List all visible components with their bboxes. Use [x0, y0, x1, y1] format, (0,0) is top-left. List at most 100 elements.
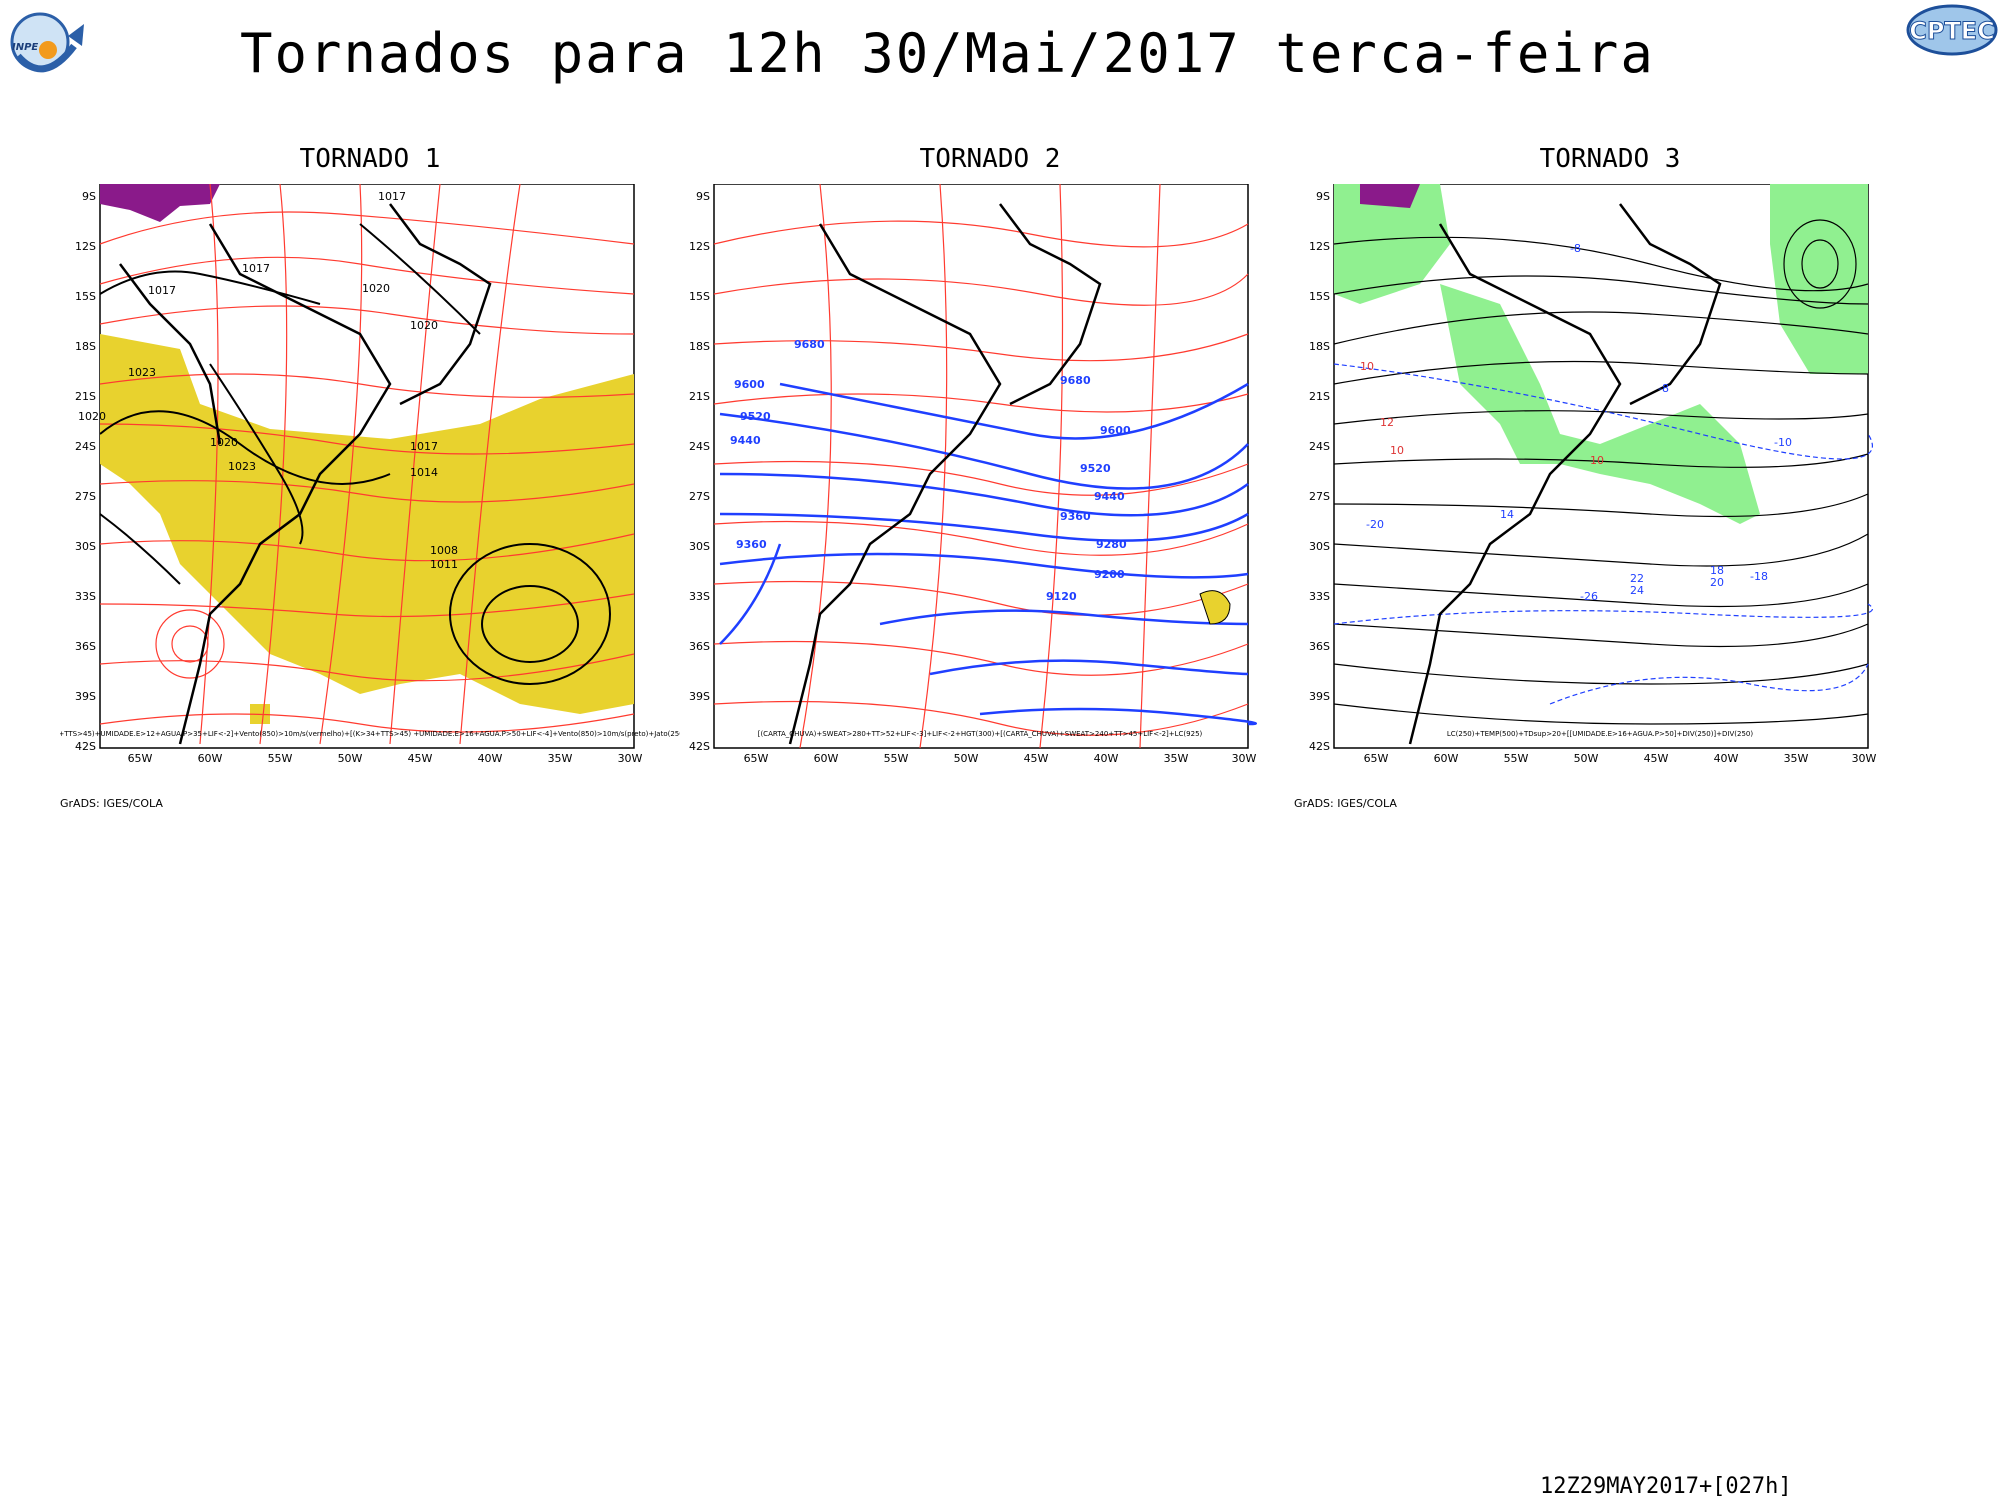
svg-text:12: 12 — [1380, 416, 1394, 429]
svg-text:10: 10 — [1390, 444, 1404, 457]
svg-text:39S: 39S — [75, 690, 96, 703]
svg-text:21S: 21S — [689, 390, 710, 403]
svg-text:15S: 15S — [689, 290, 710, 303]
svg-text:22: 22 — [1630, 572, 1644, 585]
purple-area — [100, 184, 220, 222]
svg-text:CPTEC: CPTEC — [1909, 17, 1995, 45]
svg-text:30S: 30S — [1309, 540, 1330, 553]
svg-text:1011: 1011 — [430, 558, 458, 571]
svg-text:1017: 1017 — [410, 440, 438, 453]
svg-text:50W: 50W — [338, 752, 363, 764]
grads-credit-3: GrADS: IGES/COLA — [1294, 797, 1397, 810]
svg-text:30S: 30S — [689, 540, 710, 553]
svg-text:42S: 42S — [1309, 740, 1330, 753]
svg-text:21S: 21S — [1309, 390, 1330, 403]
svg-text:9S: 9S — [696, 190, 710, 203]
svg-text:9S: 9S — [1316, 190, 1330, 203]
svg-text:1023: 1023 — [228, 460, 256, 473]
svg-text:30S: 30S — [75, 540, 96, 553]
panel-title: TORNADO 1 — [299, 144, 441, 174]
svg-text:-20: -20 — [1366, 518, 1384, 531]
svg-text:30W: 30W — [1232, 752, 1257, 764]
svg-text:50W: 50W — [1574, 752, 1599, 764]
svg-text:24S: 24S — [75, 440, 96, 453]
svg-text:15S: 15S — [1309, 290, 1330, 303]
svg-text:12S: 12S — [1309, 240, 1330, 253]
svg-text:-8: -8 — [1658, 382, 1669, 395]
lon-axis: 65W 60W 55W 50W 45W 40W 35W 30W — [1364, 752, 1877, 764]
svg-text:39S: 39S — [689, 690, 710, 703]
svg-text:45W: 45W — [1024, 752, 1049, 764]
svg-text:24S: 24S — [1309, 440, 1330, 453]
svg-text:33S: 33S — [689, 590, 710, 603]
instability-area — [100, 334, 634, 714]
cptec-logo: CPTEC — [1906, 4, 1998, 56]
lat-axis: 9S 12S 15S 18S 21S 24S 27S 30S 33S 36S 3… — [1309, 190, 1330, 753]
svg-text:42S: 42S — [689, 740, 710, 753]
contour-labels: 1017 1017 1017 1020 1020 1023 1020 1023 … — [78, 190, 458, 571]
svg-text:9600: 9600 — [1100, 424, 1131, 437]
svg-text:39S: 39S — [1309, 690, 1330, 703]
coastline — [119, 203, 492, 745]
map-tornado-3: -8 -8 -10 10 12 10 10 14 -20 18 20 22 24… — [1309, 184, 1877, 764]
svg-text:65W: 65W — [128, 752, 153, 764]
svg-text:9680: 9680 — [794, 338, 825, 351]
lat-axis: 9S 12S 15S 18S 21S 24S 27S 30S 33S 36S 3… — [75, 190, 96, 753]
svg-text:9360: 9360 — [1060, 510, 1091, 523]
svg-text:1020: 1020 — [362, 282, 390, 295]
panel-title: TORNADO 3 — [1539, 144, 1681, 174]
svg-text:18S: 18S — [75, 340, 96, 353]
temp-contours — [1333, 363, 1874, 705]
height-contours — [719, 382, 1257, 726]
svg-text:1020: 1020 — [210, 436, 238, 449]
svg-text:36S: 36S — [1309, 640, 1330, 653]
coastline — [1408, 203, 1722, 745]
svg-text:1008: 1008 — [430, 544, 458, 557]
svg-text:20: 20 — [1710, 576, 1724, 589]
map-caption: LC(250)+TEMP(500)+TDsup>20+[[UMIDADE.E>1… — [1447, 730, 1753, 738]
svg-text:9600: 9600 — [734, 378, 765, 391]
svg-text:9200: 9200 — [1094, 568, 1125, 581]
lon-axis: 65W 60W 55W 50W 45W 40W 35W 30W — [128, 752, 643, 764]
svg-text:33S: 33S — [75, 590, 96, 603]
grads-credit-1: GrADS: IGES/COLA — [60, 797, 163, 810]
svg-text:9440: 9440 — [1094, 490, 1125, 503]
svg-text:-10: -10 — [1774, 436, 1792, 449]
map-frame — [713, 184, 1249, 749]
svg-text:40W: 40W — [1714, 752, 1739, 764]
run-timestamp: 12Z29MAY2017+[027h] — [1540, 1474, 1792, 1499]
svg-text:12S: 12S — [75, 240, 96, 253]
svg-text:1023: 1023 — [128, 366, 156, 379]
svg-text:40W: 40W — [1094, 752, 1119, 764]
svg-text:14: 14 — [1500, 508, 1514, 521]
svg-text:55W: 55W — [268, 752, 293, 764]
svg-text:65W: 65W — [1364, 752, 1389, 764]
svg-text:9120: 9120 — [1046, 590, 1077, 603]
svg-text:60W: 60W — [814, 752, 839, 764]
svg-text:18S: 18S — [689, 340, 710, 353]
svg-text:45W: 45W — [408, 752, 433, 764]
svg-text:60W: 60W — [1434, 752, 1459, 764]
svg-text:24S: 24S — [689, 440, 710, 453]
svg-text:9680: 9680 — [1060, 374, 1091, 387]
svg-text:21S: 21S — [75, 390, 96, 403]
lon-axis: 65W 60W 55W 50W 45W 40W 35W 30W — [744, 752, 1257, 764]
svg-text:1017: 1017 — [378, 190, 406, 203]
svg-text:27S: 27S — [75, 490, 96, 503]
svg-text:55W: 55W — [1504, 752, 1529, 764]
svg-text:9440: 9440 — [730, 434, 761, 447]
panel-tornado-1: TORNADO 1 — [60, 140, 680, 780]
svg-text:18: 18 — [1710, 564, 1724, 577]
svg-text:36S: 36S — [75, 640, 96, 653]
svg-text:1020: 1020 — [78, 410, 106, 423]
svg-text:INPE: INPE — [12, 42, 38, 53]
svg-text:9520: 9520 — [1080, 462, 1111, 475]
panel-tornado-2: TORNADO 2 — [680, 140, 1300, 780]
svg-text:9280: 9280 — [1096, 538, 1127, 551]
svg-text:24: 24 — [1630, 584, 1644, 597]
svg-text:-26: -26 — [1580, 590, 1598, 603]
svg-text:-8: -8 — [1570, 242, 1581, 255]
svg-text:35W: 35W — [1164, 752, 1189, 764]
svg-text:-18: -18 — [1750, 570, 1768, 583]
svg-text:27S: 27S — [1309, 490, 1330, 503]
